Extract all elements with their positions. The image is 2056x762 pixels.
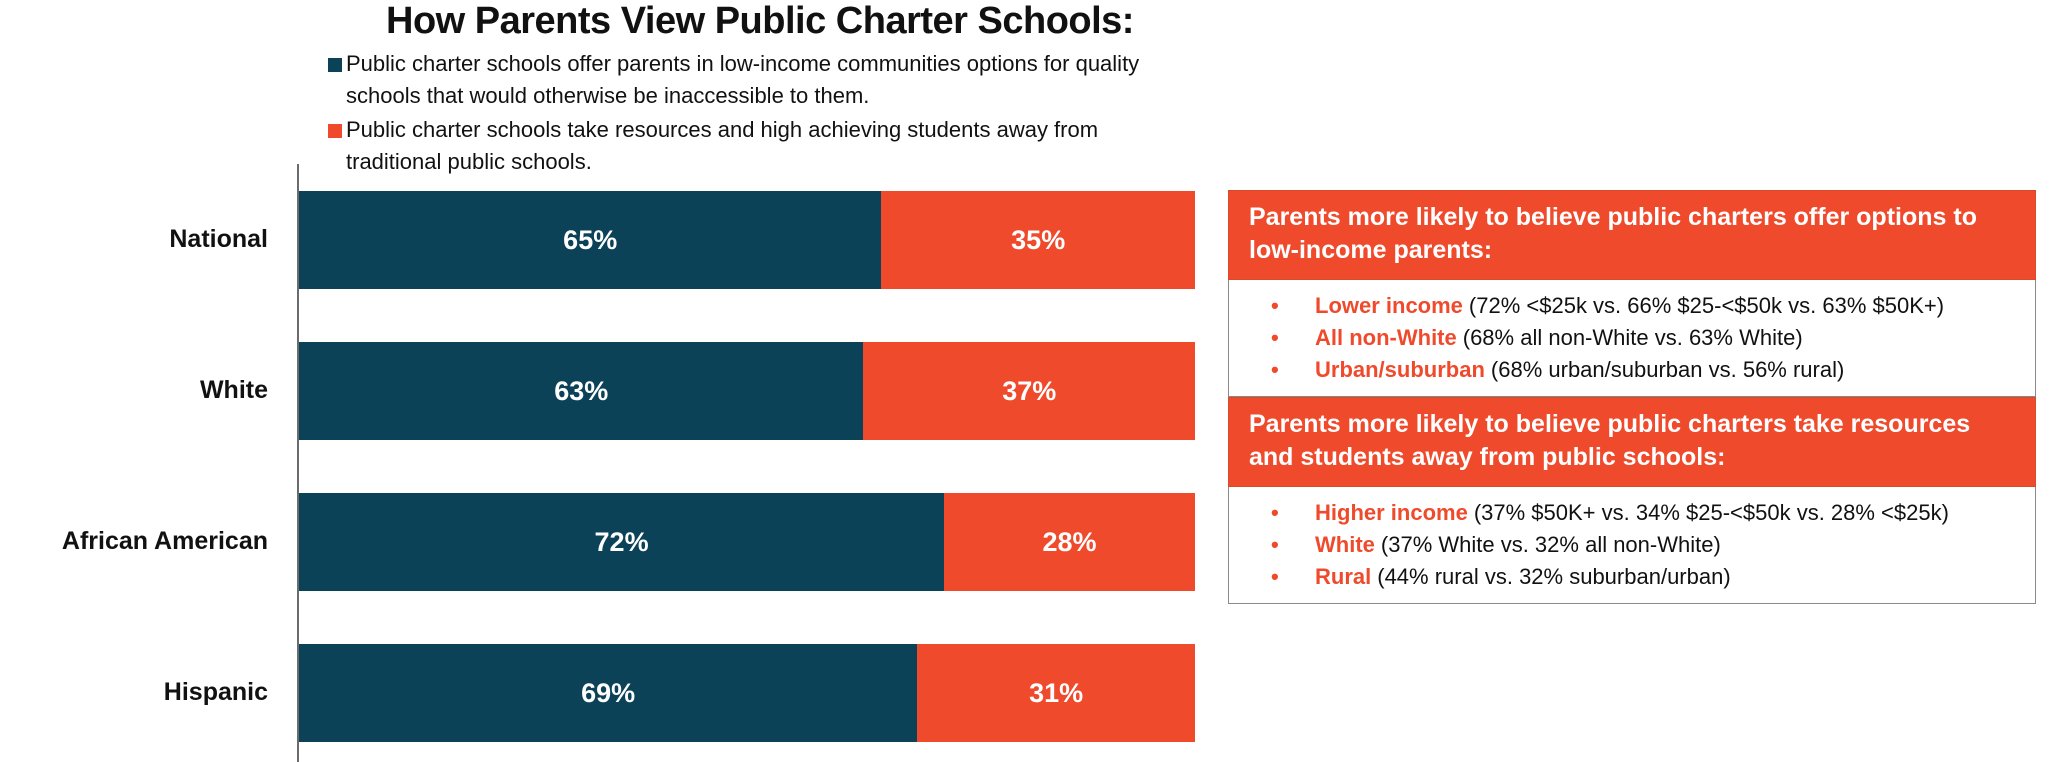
bullet: •: [1271, 293, 1279, 318]
resources-panel-header: Parents more likely to believe public ch…: [1228, 397, 2036, 487]
legend-item-options: Public charter schools offer parents in …: [326, 48, 1186, 112]
options-panel-body: • Lower income (72% <$25k vs. 66% $25-<$50…: [1228, 280, 2036, 397]
highlight-text: All non-White: [1315, 325, 1457, 350]
bar-african-american-series-2: 28%: [944, 493, 1195, 591]
legend: Public charter schools offer parents in …: [326, 48, 1186, 180]
list-item: • Rural (44% rural vs. 32% suburban/urban): [1249, 561, 2015, 593]
highlight-text: Rural: [1315, 564, 1372, 589]
list-item: • All non-White (68% all non-White vs. 63%…: [1249, 322, 2015, 354]
legend-label-options: Public charter schools offer parents in …: [346, 51, 1140, 108]
options-panel-header: Parents more likely to believe public ch…: [1228, 190, 2036, 280]
legend-swatch-navy: [328, 58, 342, 72]
category-label-national: National: [169, 225, 268, 253]
detail-text: (72% <$25k vs. 66% $25-<$50k vs. 63% $50…: [1468, 293, 1945, 318]
bullet: •: [1271, 325, 1279, 350]
bar-hispanic-series-1: 69%: [299, 644, 918, 742]
category-label-hispanic: Hispanic: [163, 678, 268, 706]
category-label-white: White: [199, 376, 268, 404]
data-label: 28%: [1042, 526, 1097, 557]
detail-text: (37% White vs. 32% all non-White): [1380, 532, 1721, 557]
data-label: 69%: [581, 677, 636, 708]
data-label: 65%: [563, 224, 618, 255]
bar-white-series-2: 37%: [863, 342, 1195, 440]
list-item: • Lower income (72% <$25k vs. 66% $25-<$50…: [1249, 290, 2015, 322]
bar-african-american-series-1: 72%: [299, 493, 945, 591]
chart-title: How Parents View Public Charter Schools:: [386, 0, 1134, 42]
data-label: 63%: [554, 375, 609, 406]
highlight-text: Higher income: [1315, 500, 1468, 525]
options-panel: Parents more likely to believe public ch…: [1228, 190, 2036, 604]
bar-white-series-1: 63%: [299, 342, 864, 440]
category-axis-line: [297, 164, 299, 762]
data-label: 35%: [1011, 224, 1066, 255]
list-item: • White (37% White vs. 32% all non-White): [1249, 529, 2015, 561]
list-item: • Urban/suburban (68% urban/suburban vs. 5…: [1249, 354, 2015, 386]
resources-panel-body: • Higher income (37% $50K+ vs. 34% $25-<$5…: [1228, 487, 2036, 604]
legend-swatch-orange: [328, 124, 342, 138]
bullet: •: [1271, 500, 1279, 525]
data-label: 31%: [1029, 677, 1084, 708]
legend-item-resources: Public charter schools take resources an…: [326, 114, 1186, 178]
list-item: • Higher income (37% $50K+ vs. 34% $25-<$5…: [1249, 497, 2015, 529]
data-label: 72%: [594, 526, 649, 557]
bar-national-series-1: 65%: [299, 191, 882, 289]
data-label: 37%: [1002, 375, 1057, 406]
detail-text: (68% all non-White vs. 63% White): [1462, 325, 1803, 350]
legend-label-resources: Public charter schools take resources an…: [346, 117, 1099, 174]
bullet: •: [1271, 532, 1279, 557]
bar-national-series-2: 35%: [881, 191, 1195, 289]
highlight-text: Lower income: [1315, 293, 1463, 318]
highlight-text: White: [1315, 532, 1375, 557]
detail-text: (37% $50K+ vs. 34% $25-<$50k vs. 28% <$2…: [1473, 500, 1949, 525]
bullet: •: [1271, 564, 1279, 589]
category-label-african-american: African American: [61, 527, 268, 555]
highlight-text: Urban/suburban: [1315, 357, 1485, 382]
detail-text: (44% rural vs. 32% suburban/urban): [1377, 564, 1731, 589]
bullet: •: [1271, 357, 1279, 382]
detail-text: (68% urban/suburban vs. 56% rural): [1490, 357, 1845, 382]
bar-hispanic-series-2: 31%: [917, 644, 1195, 742]
